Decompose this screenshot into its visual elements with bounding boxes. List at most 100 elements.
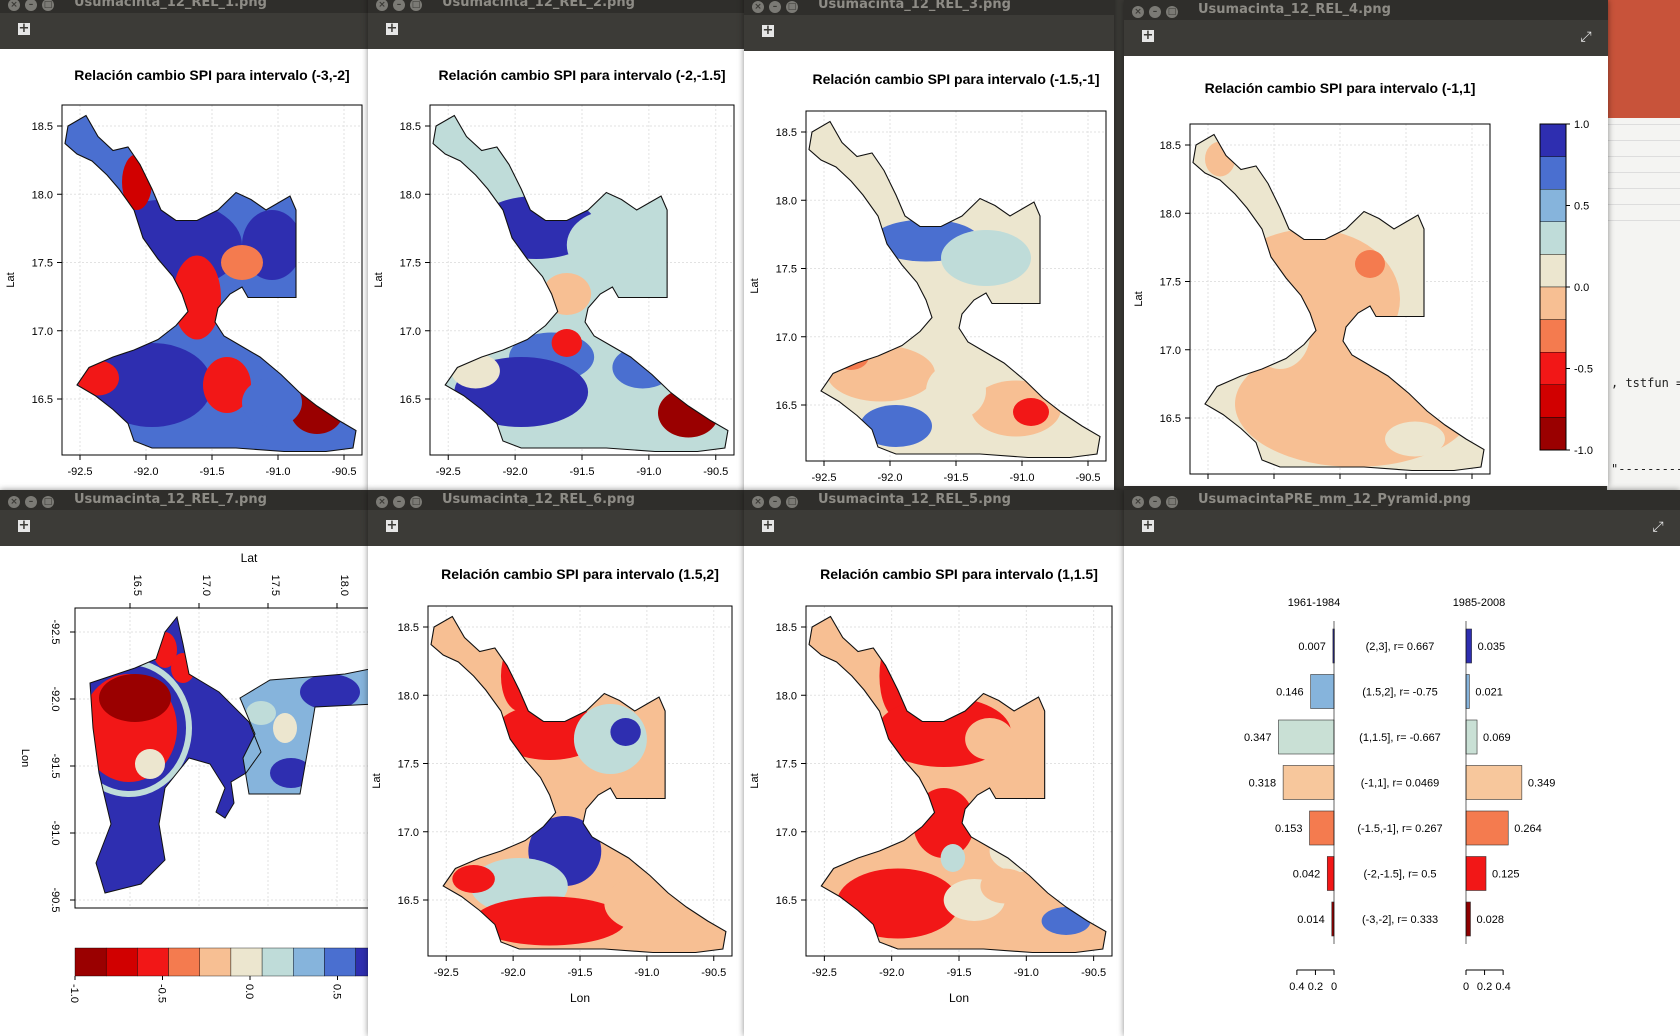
- maximize-icon[interactable]: □: [42, 496, 54, 508]
- basin-outline: [1192, 133, 1485, 472]
- field-patch: [989, 830, 1051, 872]
- close-icon[interactable]: ×: [1132, 496, 1144, 508]
- y-tick-label: 17.5: [32, 258, 53, 270]
- minimize-icon[interactable]: –: [393, 496, 405, 508]
- close-icon[interactable]: ×: [376, 496, 388, 508]
- field-patch: [610, 718, 641, 746]
- window-titlebar[interactable]: × – □ Usumacinta_12_REL_1.png: [0, 0, 372, 13]
- new-tab-icon[interactable]: +: [762, 23, 774, 38]
- new-tab-icon[interactable]: +: [18, 21, 30, 36]
- colorbar-swatch: [1539, 254, 1567, 288]
- x-tick-label: -91.0: [265, 466, 290, 478]
- maximize-icon[interactable]: □: [786, 496, 798, 508]
- minimize-icon[interactable]: –: [769, 1, 781, 13]
- window-titlebar[interactable]: × – □ Usumacinta_12_REL_6.png: [368, 490, 744, 510]
- field-patch: [221, 245, 263, 280]
- close-icon[interactable]: ×: [752, 1, 764, 13]
- field-patch: [173, 255, 221, 340]
- window-titlebar[interactable]: × – □ Usumacinta_12_REL_4.png: [1124, 0, 1608, 20]
- image-viewer-window[interactable]: × – □ Usumacinta_12_REL_4.png + ⤢ Relación…: [1124, 0, 1608, 486]
- minimize-icon[interactable]: –: [1149, 6, 1161, 18]
- image-content: Relación cambio SPI para intervalo (-3,-…: [0, 49, 372, 493]
- minimize-icon[interactable]: –: [25, 0, 37, 11]
- field-patch: [940, 844, 966, 872]
- y-axis-label: Lat: [373, 272, 385, 287]
- colorbar-swatch: [1539, 286, 1567, 320]
- basin-outline: [808, 615, 1107, 954]
- maximize-icon[interactable]: □: [1166, 6, 1178, 18]
- window-titlebar[interactable]: × – □ Usumacinta_12_REL_5.png: [744, 490, 1124, 510]
- left-bar: [1326, 856, 1335, 891]
- x-tick-label: -91.0: [1009, 472, 1034, 484]
- x-tick-label: -90.5: [701, 967, 726, 979]
- colorbar-swatch: [324, 947, 356, 977]
- close-icon[interactable]: ×: [376, 0, 388, 11]
- image-viewer-window[interactable]: × – □ UsumacintaPRE_mm_12_Pyramid.png + ⤢ …: [1124, 490, 1680, 1036]
- minimize-icon[interactable]: –: [393, 0, 405, 11]
- close-icon[interactable]: ×: [8, 0, 20, 11]
- y-axis-label: Lat: [749, 278, 761, 293]
- maximize-icon[interactable]: □: [42, 0, 54, 11]
- image-content: Relación cambio SPI para intervalo (-1.5…: [744, 51, 1114, 495]
- plot-image: Relación cambio SPI para intervalo (1,1.…: [749, 566, 1113, 1005]
- x-axis-label: Lat: [241, 551, 258, 565]
- y-axis-label: Lon: [19, 749, 31, 767]
- new-tab-icon[interactable]: +: [386, 21, 398, 36]
- divider: [1607, 188, 1680, 189]
- window-titlebar[interactable]: × – □ Usumacinta_12_REL_2.png: [368, 0, 744, 13]
- code-snippet-dash: "----------: [1611, 462, 1680, 476]
- maximize-icon[interactable]: □: [410, 496, 422, 508]
- left-axis-tick-label: 0.4: [1289, 981, 1304, 993]
- divider: [1607, 204, 1680, 205]
- close-icon[interactable]: ×: [752, 496, 764, 508]
- new-tab-icon[interactable]: +: [386, 518, 398, 533]
- minimize-icon[interactable]: –: [25, 496, 37, 508]
- basin-outline: [89, 615, 262, 894]
- image-viewer-window[interactable]: × – □ Usumacinta_12_REL_7.png + Lat 16.5 17.…: [0, 490, 368, 1036]
- left-axis-tick-label: 0.2: [1308, 981, 1323, 993]
- image-viewer-window[interactable]: × – □ Usumacinta_12_REL_6.png + Relación c…: [368, 490, 744, 1036]
- right-axis-tick-label: 0: [1463, 981, 1469, 993]
- x-tick-label: -92.0: [501, 967, 526, 979]
- x-axis-label: Lon: [949, 991, 969, 1005]
- left-value-label: 0.153: [1275, 823, 1303, 835]
- left-bar: [1309, 810, 1335, 846]
- new-tab-icon[interactable]: +: [1142, 518, 1154, 533]
- maximize-icon[interactable]: □: [786, 1, 798, 13]
- window-titlebar[interactable]: × – □ Usumacinta_12_REL_3.png: [744, 0, 1114, 15]
- field-patch: [980, 868, 1030, 904]
- window-titlebar[interactable]: × – □ Usumacinta_12_REL_7.png: [0, 490, 368, 510]
- viewer-toolbar: + ⤢: [1124, 510, 1680, 546]
- maximize-icon[interactable]: □: [410, 0, 422, 11]
- right-series-title: 1985-2008: [1453, 597, 1506, 609]
- minimize-icon[interactable]: –: [769, 496, 781, 508]
- close-icon[interactable]: ×: [8, 496, 20, 508]
- image-viewer-window[interactable]: × – □ Usumacinta_12_REL_1.png + Relación c…: [0, 0, 372, 493]
- image-viewer-window[interactable]: × – □ Usumacinta_12_REL_5.png + Relación c…: [744, 490, 1124, 1036]
- fullscreen-icon[interactable]: ⤢: [1652, 519, 1664, 535]
- fullscreen-icon[interactable]: ⤢: [1580, 29, 1592, 45]
- plot-title: Relación cambio SPI para intervalo (-2,-…: [438, 67, 725, 83]
- x-tick-label: -90.5: [1081, 967, 1106, 979]
- colorbar-swatch: [1539, 417, 1567, 451]
- image-viewer-window[interactable]: × – □ Usumacinta_12_REL_2.png + Relación c…: [368, 0, 744, 493]
- maximize-icon[interactable]: □: [1166, 496, 1178, 508]
- y-tick-label: 17.5: [400, 258, 421, 270]
- viewer-toolbar: +: [744, 15, 1114, 51]
- x-tick-label: -92.5: [67, 466, 92, 478]
- y-tick-label: 17.5: [776, 264, 797, 276]
- new-tab-icon[interactable]: +: [18, 518, 30, 533]
- plot-title: Relación cambio SPI para intervalo (-1.5…: [812, 71, 1099, 87]
- close-icon[interactable]: ×: [1132, 6, 1144, 18]
- y-tick-label: 16.5: [398, 895, 419, 907]
- left-value-label: 0.347: [1244, 732, 1272, 744]
- colorbar-swatch: [293, 947, 325, 977]
- new-tab-icon[interactable]: +: [1142, 28, 1154, 43]
- minimize-icon[interactable]: –: [1149, 496, 1161, 508]
- plot-area: [806, 111, 1106, 461]
- new-tab-icon[interactable]: +: [762, 518, 774, 533]
- viewer-toolbar: +: [368, 510, 744, 546]
- image-viewer-window[interactable]: × – □ Usumacinta_12_REL_3.png + Relación c…: [744, 0, 1114, 495]
- x-tick-label: -92.0: [877, 472, 902, 484]
- window-titlebar[interactable]: × – □ UsumacintaPRE_mm_12_Pyramid.png: [1124, 490, 1680, 510]
